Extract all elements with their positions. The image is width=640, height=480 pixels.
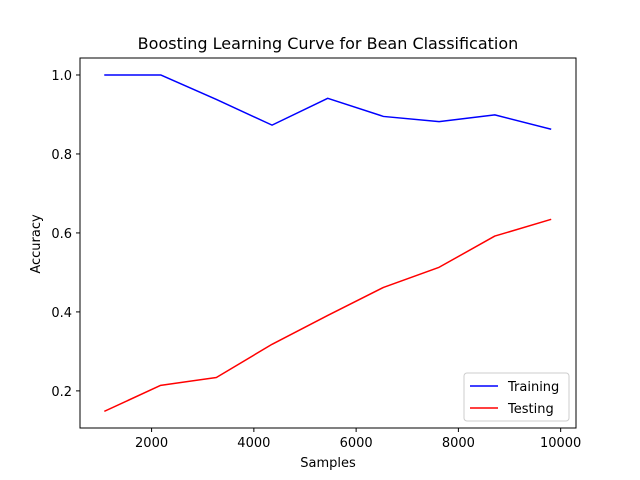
y-axis: 0.2 0.4 0.6 0.8 1.0	[51, 69, 80, 400]
legend: Training Testing	[463, 372, 570, 422]
chart-title: Boosting Learning Curve for Bean Classif…	[138, 34, 519, 53]
x-tick-label: 10000	[540, 436, 581, 451]
x-axis: 2000 4000 6000 8000 10000	[135, 428, 581, 451]
y-tick-label: 0.4	[51, 306, 72, 321]
y-tick-label: 0.8	[51, 148, 72, 163]
y-tick-label: 0.6	[51, 227, 72, 242]
series-layer	[104, 74, 552, 413]
x-tick-label: 2000	[135, 436, 168, 451]
y-tick-label: 0.2	[51, 385, 72, 400]
plot-frame	[79, 57, 577, 429]
series-line-training	[104, 74, 552, 130]
x-tick-label: 4000	[237, 436, 270, 451]
series-line-testing	[104, 218, 552, 413]
x-tick-label: 6000	[340, 436, 373, 451]
y-axis-title: Accuracy	[29, 214, 44, 274]
y-tick-label: 1.0	[51, 69, 72, 84]
legend-label-training: Training	[507, 380, 559, 395]
x-tick-label: 8000	[442, 436, 475, 451]
x-axis-title: Samples	[300, 456, 356, 471]
legend-box	[463, 372, 570, 422]
legend-label-testing: Testing	[507, 402, 554, 417]
